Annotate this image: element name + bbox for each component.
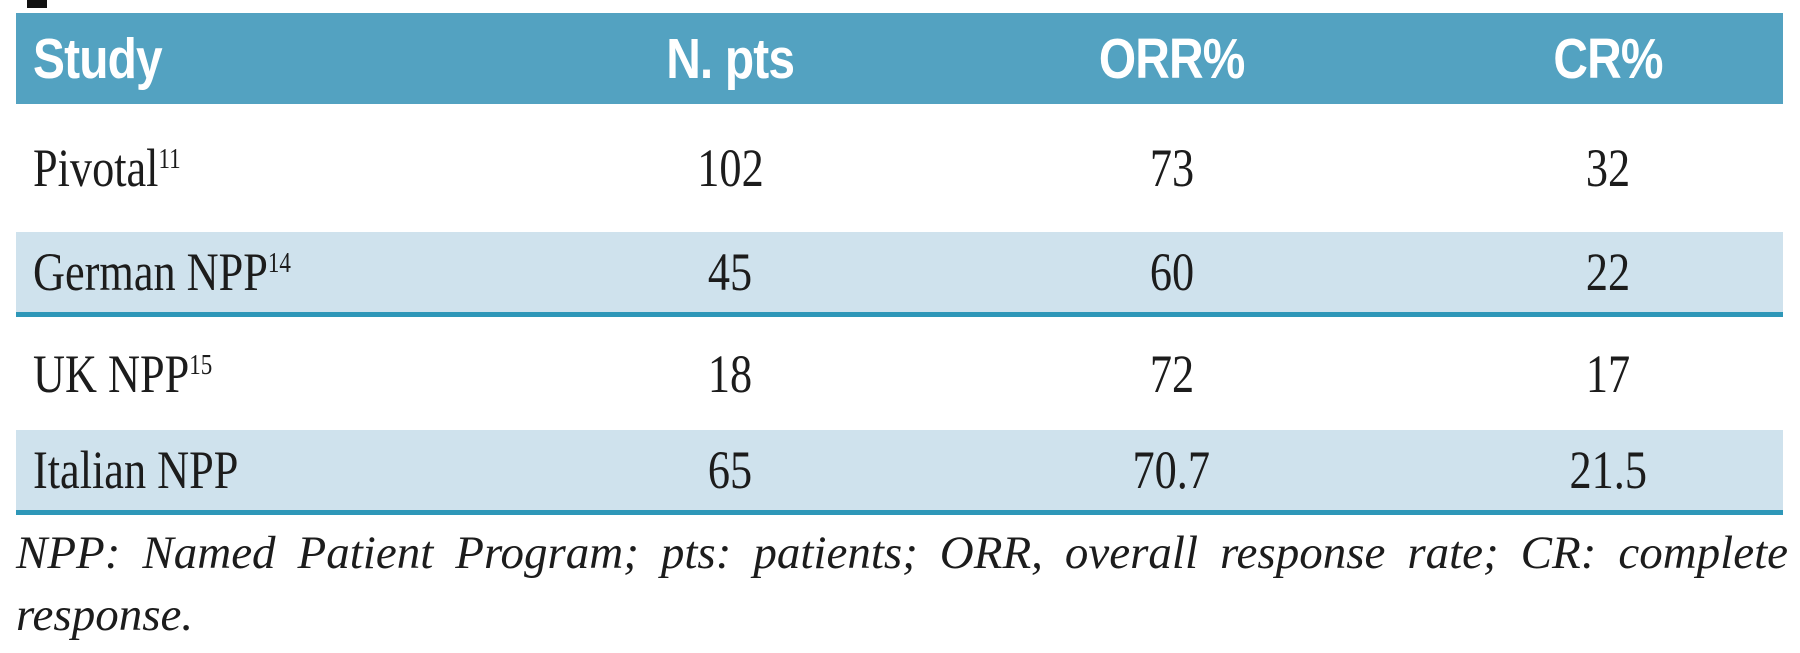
orr-cell: 72 [910,343,1433,405]
footnote-line-1: NPP: Named Patient Program; pts: patient… [16,527,1788,579]
study-name-text: Pivotal [33,138,159,198]
scan-artifact-mark [27,0,47,8]
column-header-study: Study [16,26,550,92]
study-name: Italian NPP [33,439,238,501]
results-table: Study N. pts ORR% CR% Pivotal11 102 73 3… [16,13,1783,515]
cr-cell: 17 [1433,343,1783,405]
orr-cell: 73 [910,137,1433,199]
cr-cell: 32 [1433,137,1783,199]
table-row-uk-npp: UK NPP15 18 72 17 [16,317,1783,430]
study-cell: Pivotal11 [16,137,550,199]
column-header-study-label: Study [33,26,163,91]
table-row-italian-npp: Italian NPP 65 70.7 21.5 [16,430,1783,515]
orr-cell: 70.7 [910,439,1433,501]
orr-value: 73 [1149,138,1194,198]
cr-cell: 22 [1433,241,1783,303]
orr-cell: 60 [910,241,1433,303]
study-reference-superscript: 14 [267,248,291,279]
orr-value: 60 [1149,242,1194,302]
orr-value: 70.7 [1132,440,1211,500]
npts-cell: 18 [550,343,910,405]
npts-value: 45 [707,242,753,302]
table-row-german-npp: German NPP14 45 60 22 [16,232,1783,317]
study-cell: German NPP14 [16,241,550,303]
study-name: German NPP14 [33,241,291,303]
npts-cell: 65 [550,439,910,501]
npts-value: 102 [696,138,764,198]
study-name: UK NPP15 [33,343,212,405]
column-header-cr-label: CR% [1553,26,1663,91]
column-header-cr: CR% [1433,26,1783,92]
column-header-npts-label: N. pts [666,26,795,91]
study-name-text: German NPP [33,242,268,302]
study-reference-superscript: 15 [189,349,213,381]
footnote-line-2: response. [16,589,194,641]
study-cell: UK NPP15 [16,343,550,405]
column-header-orr: ORR% [910,26,1433,92]
study-reference-superscript: 11 [158,144,181,175]
table-row-pivotal: Pivotal11 102 73 32 [16,104,1783,232]
table-header-row: Study N. pts ORR% CR% [16,13,1783,104]
study-name: Pivotal11 [33,137,181,199]
cr-value: 22 [1585,242,1631,302]
study-cell: Italian NPP [16,439,550,501]
table-footnote: NPP: Named Patient Program; pts: patient… [16,522,1788,646]
column-header-orr-label: ORR% [1098,26,1245,91]
cr-cell: 21.5 [1433,439,1783,501]
orr-value: 72 [1149,343,1194,404]
column-header-npts: N. pts [550,26,910,92]
study-name-text: UK NPP [33,343,190,404]
npts-value: 18 [707,343,753,404]
npts-value: 65 [707,440,753,500]
cr-value: 32 [1585,138,1631,198]
npts-cell: 102 [550,137,910,199]
study-name-text: Italian NPP [33,440,239,500]
cr-value: 21.5 [1569,440,1647,500]
npts-cell: 45 [550,241,910,303]
cr-value: 17 [1585,343,1631,404]
